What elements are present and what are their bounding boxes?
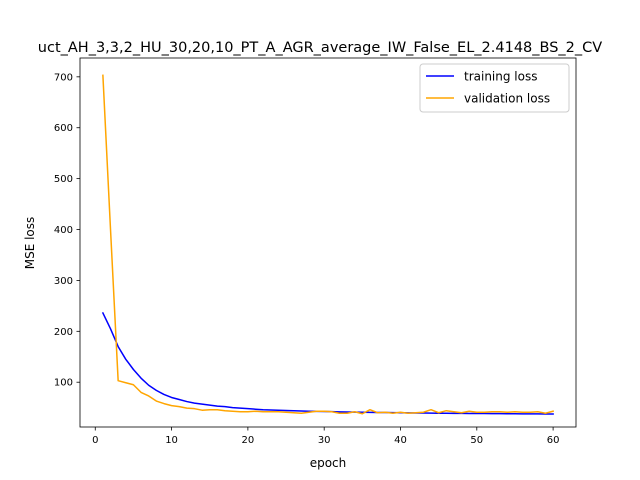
y-tick-label: 300 [54, 276, 73, 287]
y-axis-label: MSE loss [23, 217, 37, 270]
y-tick-label: 700 [54, 72, 73, 83]
y-tick-label: 100 [54, 378, 73, 389]
legend: training loss validation loss [419, 63, 570, 113]
x-tick-label: 60 [547, 435, 560, 446]
axes-frame [79, 57, 577, 428]
plot-area [101, 74, 555, 415]
series-line-validation-loss [102, 74, 555, 415]
x-tick-label: 50 [470, 435, 483, 446]
series-line-training-loss [101, 311, 554, 415]
y-tick-label: 400 [54, 225, 73, 236]
x-tick-label: 40 [394, 435, 407, 446]
axes: 0 10 20 30 40 50 60 100 200 300 400 500 600 700 [54, 57, 577, 446]
legend-label-training-loss: training loss [464, 70, 537, 84]
y-tick-label: 600 [54, 123, 73, 134]
x-tick-label: 20 [242, 435, 255, 446]
legend-label-validation-loss: validation loss [464, 92, 550, 106]
y-tick-label: 200 [54, 327, 73, 338]
x-tick-label: 10 [165, 435, 178, 446]
chart-title: uct_AH_3,3,2_HU_30,20,10_PT_A_AGR_averag… [38, 40, 602, 56]
y-tick-label: 500 [54, 174, 73, 185]
legend-frame [419, 63, 570, 113]
x-tick-label: 0 [92, 435, 98, 446]
x-tick-label: 30 [318, 435, 331, 446]
x-axis-label: epoch [310, 456, 347, 470]
